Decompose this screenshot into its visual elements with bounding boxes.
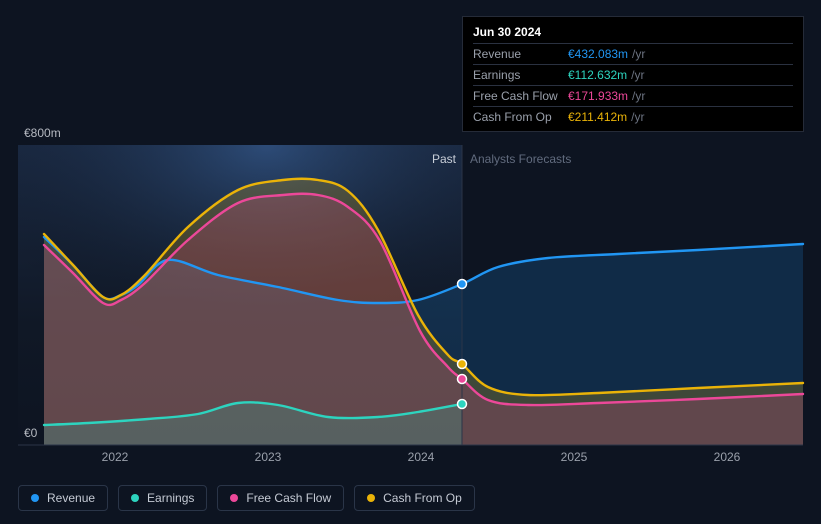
forecast-section-label: Analysts Forecasts [470,152,571,166]
x-axis-tick: 2026 [714,450,741,464]
tooltip-row: Cash From Op€211.412m/yr [473,106,793,127]
tooltip-row-value: €112.632m [568,68,627,82]
tooltip-row-label: Free Cash Flow [473,89,568,103]
legend-item-cash-from-op[interactable]: Cash From Op [354,485,475,511]
series-marker-earnings [458,400,467,409]
chart-legend: Revenue Earnings Free Cash Flow Cash From O… [18,485,475,511]
x-axis: 2022 2023 2024 2025 2026 [18,450,803,470]
x-axis-tick: 2023 [255,450,282,464]
tooltip-row-label: Cash From Op [473,110,568,124]
tooltip-row-unit: /yr [632,89,645,103]
y-axis-top-label: €800m [24,126,61,140]
legend-label: Earnings [147,491,194,505]
legend-dot-icon [230,494,238,502]
legend-dot-icon [131,494,139,502]
x-axis-tick: 2025 [561,450,588,464]
tooltip-row-label: Revenue [473,47,568,61]
tooltip-row-unit: /yr [631,110,644,124]
tooltip-row-value: €432.083m [568,47,628,61]
series-marker-free_cash_flow [458,375,467,384]
legend-dot-icon [367,494,375,502]
legend-item-revenue[interactable]: Revenue [18,485,108,511]
chart-tooltip: Jun 30 2024 Revenue€432.083m/yrEarnings€… [462,16,804,132]
tooltip-title: Jun 30 2024 [473,25,793,43]
tooltip-row-label: Earnings [473,68,568,82]
x-axis-tick: 2024 [408,450,435,464]
tooltip-row: Revenue€432.083m/yr [473,43,793,64]
series-marker-revenue [458,280,467,289]
series-marker-cash_from_op [458,360,467,369]
legend-label: Free Cash Flow [246,491,331,505]
x-axis-tick: 2022 [102,450,129,464]
legend-dot-icon [31,494,39,502]
legend-item-earnings[interactable]: Earnings [118,485,207,511]
tooltip-row-unit: /yr [632,47,645,61]
tooltip-row-value: €211.412m [568,110,627,124]
chart-plot-area [18,145,803,445]
tooltip-row: Earnings€112.632m/yr [473,64,793,85]
chart-svg [18,145,803,445]
legend-label: Revenue [47,491,95,505]
tooltip-row-value: €171.933m [568,89,628,103]
legend-label: Cash From Op [383,491,462,505]
y-axis-bottom-label: €0 [24,426,37,440]
legend-item-free-cash-flow[interactable]: Free Cash Flow [217,485,344,511]
past-section-label: Past [432,152,456,166]
tooltip-row: Free Cash Flow€171.933m/yr [473,85,793,106]
tooltip-row-unit: /yr [631,68,644,82]
